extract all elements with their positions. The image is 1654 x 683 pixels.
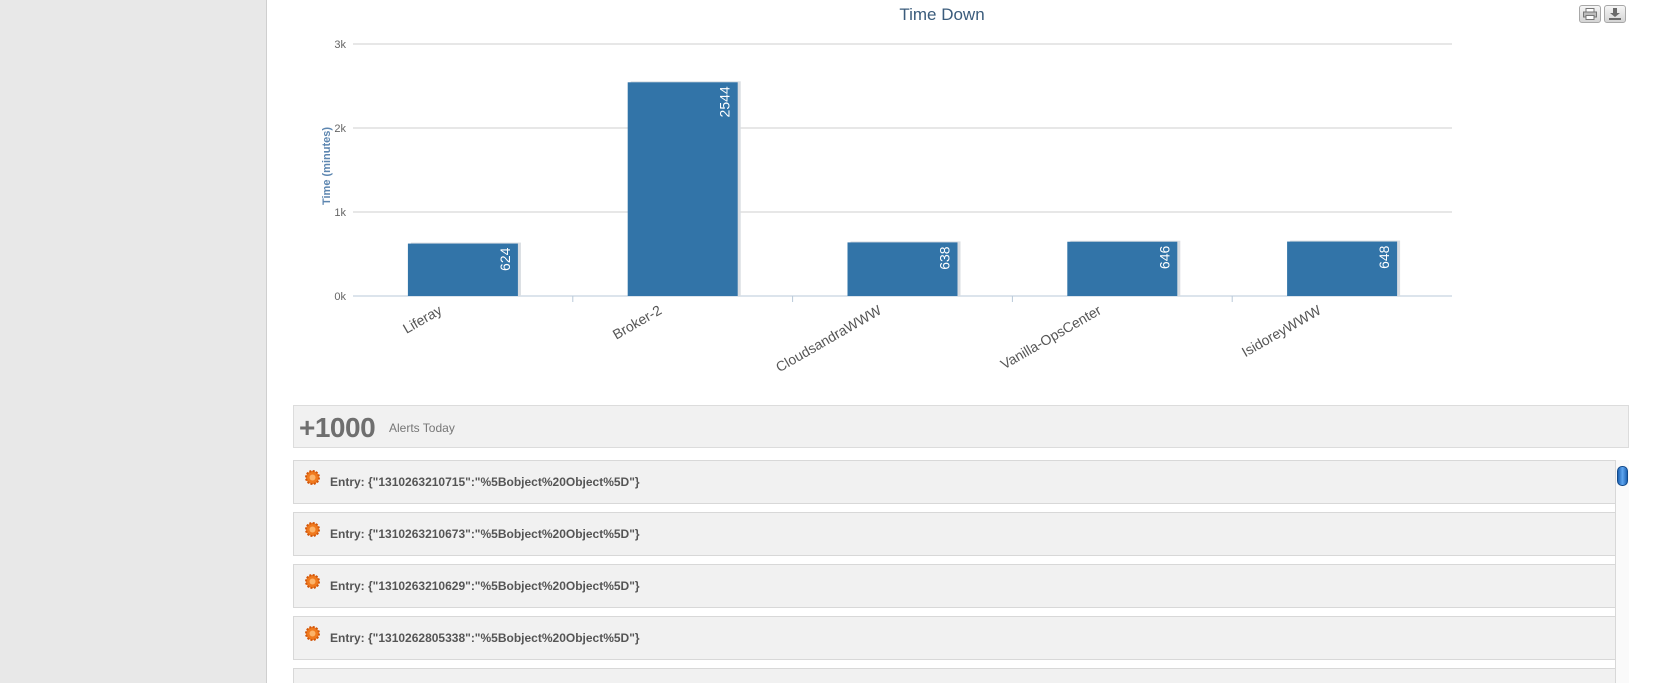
export-chart-button[interactable] bbox=[1604, 5, 1626, 23]
print-chart-button[interactable] bbox=[1579, 5, 1601, 23]
alert-entry[interactable]: Entry: {"1310263210673":"%5Bobject%20Obj… bbox=[293, 512, 1616, 556]
download-icon bbox=[1609, 8, 1621, 20]
y-axis-label: Time (minutes) bbox=[321, 127, 333, 205]
bar-data-label: 648 bbox=[1376, 245, 1392, 269]
alert-entry-text: Entry: {"1310263210629":"%5Bobject%20Obj… bbox=[330, 579, 640, 593]
alert-entry-text: Entry: {"1310263210673":"%5Bobject%20Obj… bbox=[330, 527, 640, 541]
alert-entry[interactable]: Entry: {"1310262805338":"%5Bobject%20Obj… bbox=[293, 616, 1616, 660]
alert-entry[interactable] bbox=[293, 668, 1616, 683]
bar-data-label: 624 bbox=[497, 247, 513, 271]
alert-burst-icon bbox=[305, 626, 320, 641]
x-tick-label: Vanilla-OpsCenter bbox=[998, 302, 1104, 373]
bar[interactable] bbox=[1287, 241, 1398, 296]
alert-entry-text: Entry: {"1310262805338":"%5Bobject%20Obj… bbox=[330, 631, 640, 645]
x-tick-label: CloudsandraWWW bbox=[773, 301, 885, 375]
alert-burst-icon bbox=[305, 470, 320, 485]
bar[interactable] bbox=[1067, 241, 1178, 296]
y-tick-label: 1k bbox=[334, 207, 346, 219]
main-content: Time Down Time (minutes) 0k 1k 2k 3k 624 Life… bbox=[267, 0, 1654, 683]
bar[interactable] bbox=[847, 242, 958, 296]
bar-data-label: 646 bbox=[1156, 246, 1172, 270]
bar-data-label: 2544 bbox=[717, 86, 733, 117]
x-tick-label: Broker-2 bbox=[610, 302, 665, 343]
alerts-count: +1000 bbox=[299, 412, 376, 443]
alert-burst-icon bbox=[305, 522, 320, 537]
alert-entry-text: Entry: {"1310263210715":"%5Bobject%20Obj… bbox=[330, 475, 640, 489]
alerts-scrollbar[interactable] bbox=[1615, 460, 1629, 683]
bar[interactable] bbox=[407, 243, 518, 296]
left-sidebar bbox=[0, 0, 267, 683]
time-down-chart: Time Down Time (minutes) 0k 1k 2k 3k 624 Life… bbox=[321, 5, 1452, 375]
bar-data-label: 638 bbox=[937, 246, 953, 270]
bar[interactable] bbox=[627, 82, 738, 296]
alerts-list[interactable]: Entry: {"1310263210715":"%5Bobject%20Obj… bbox=[293, 460, 1629, 683]
alerts-scrollbar-thumb[interactable] bbox=[1617, 466, 1628, 486]
alerts-label: Alerts Today bbox=[389, 421, 455, 435]
x-tick-label: Liferay bbox=[400, 302, 444, 337]
y-tick-label: 0k bbox=[334, 291, 346, 303]
chart-title: Time Down bbox=[899, 5, 984, 24]
alert-entry[interactable]: Entry: {"1310263210629":"%5Bobject%20Obj… bbox=[293, 564, 1616, 608]
x-tick-label: IsidoreyWWW bbox=[1239, 301, 1324, 360]
printer-icon bbox=[1583, 8, 1597, 20]
y-tick-label: 2k bbox=[334, 123, 346, 135]
y-tick-label: 3k bbox=[334, 39, 346, 51]
alert-entry[interactable]: Entry: {"1310263210715":"%5Bobject%20Obj… bbox=[293, 460, 1616, 504]
alerts-summary: +1000 Alerts Today bbox=[293, 405, 1629, 448]
alert-burst-icon bbox=[305, 574, 320, 589]
